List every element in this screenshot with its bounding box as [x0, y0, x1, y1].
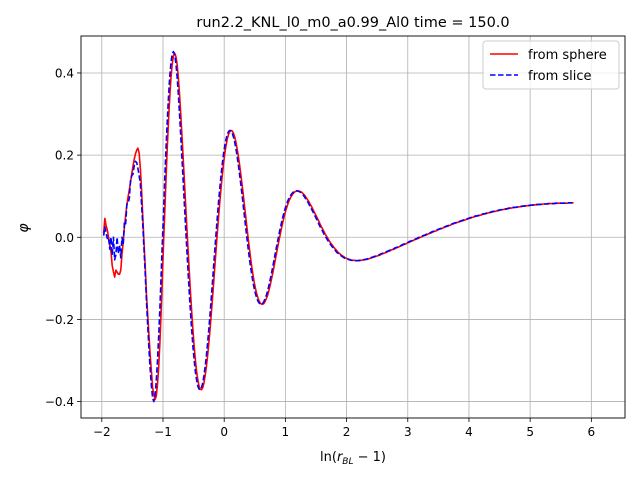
x-tick-label: 4 [465, 425, 473, 439]
x-tick-label: 5 [526, 425, 534, 439]
x-tick-label: 3 [404, 425, 412, 439]
plot-frame [80, 35, 626, 419]
x-tick-label: 0 [220, 425, 228, 439]
chart-title: run2.2_KNL_l0_m0_a0.99_Al0 time = 150.0 [196, 15, 509, 31]
y-tick-label: −0.4 [45, 395, 74, 409]
x-tick-label: 6 [588, 425, 596, 439]
series-from-slice [102, 50, 573, 403]
series-layer [102, 50, 574, 403]
y-tick-label: 0.2 [55, 149, 74, 163]
x-tick-label: 1 [282, 425, 290, 439]
legend-label-from-slice: from slice [528, 69, 592, 84]
x-tick-label: −2 [93, 425, 111, 439]
y-axis-ticks: −0.4 −0.2 0.0 0.2 0.4 [45, 66, 81, 409]
legend: from sphere from slice [482, 40, 620, 90]
legend-label-from-sphere: from sphere [528, 48, 607, 63]
x-axis-ticks: −2 −1 0 1 2 3 4 5 6 [93, 418, 595, 439]
y-axis-label: φ [16, 223, 32, 233]
y-tick-label: −0.2 [45, 313, 74, 327]
x-tick-label: −1 [154, 425, 172, 439]
y-tick-label: 0.4 [55, 66, 74, 80]
grid [81, 36, 625, 418]
y-tick-label: 0.0 [55, 231, 74, 245]
x-axis-label: ln(rBL − 1) [320, 450, 386, 467]
x-tick-label: 2 [343, 425, 351, 439]
legend-box [482, 40, 620, 90]
